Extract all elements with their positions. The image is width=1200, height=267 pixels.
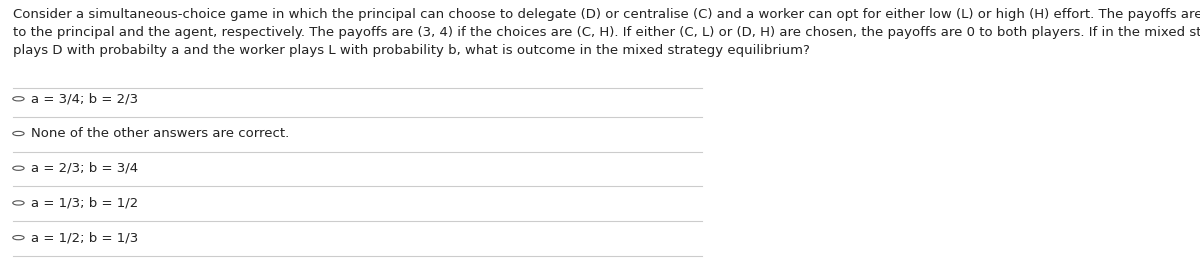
Text: a = 1/3; b = 1/2: a = 1/3; b = 1/2: [31, 197, 138, 209]
Text: a = 2/3; b = 3/4: a = 2/3; b = 3/4: [31, 162, 138, 175]
Text: Consider a simultaneous-choice game in which the principal can choose to delegat: Consider a simultaneous-choice game in w…: [13, 8, 1200, 57]
Text: None of the other answers are correct.: None of the other answers are correct.: [31, 127, 289, 140]
Text: a = 1/2; b = 1/3: a = 1/2; b = 1/3: [31, 231, 138, 244]
Text: a = 3/4; b = 2/3: a = 3/4; b = 2/3: [31, 92, 138, 105]
